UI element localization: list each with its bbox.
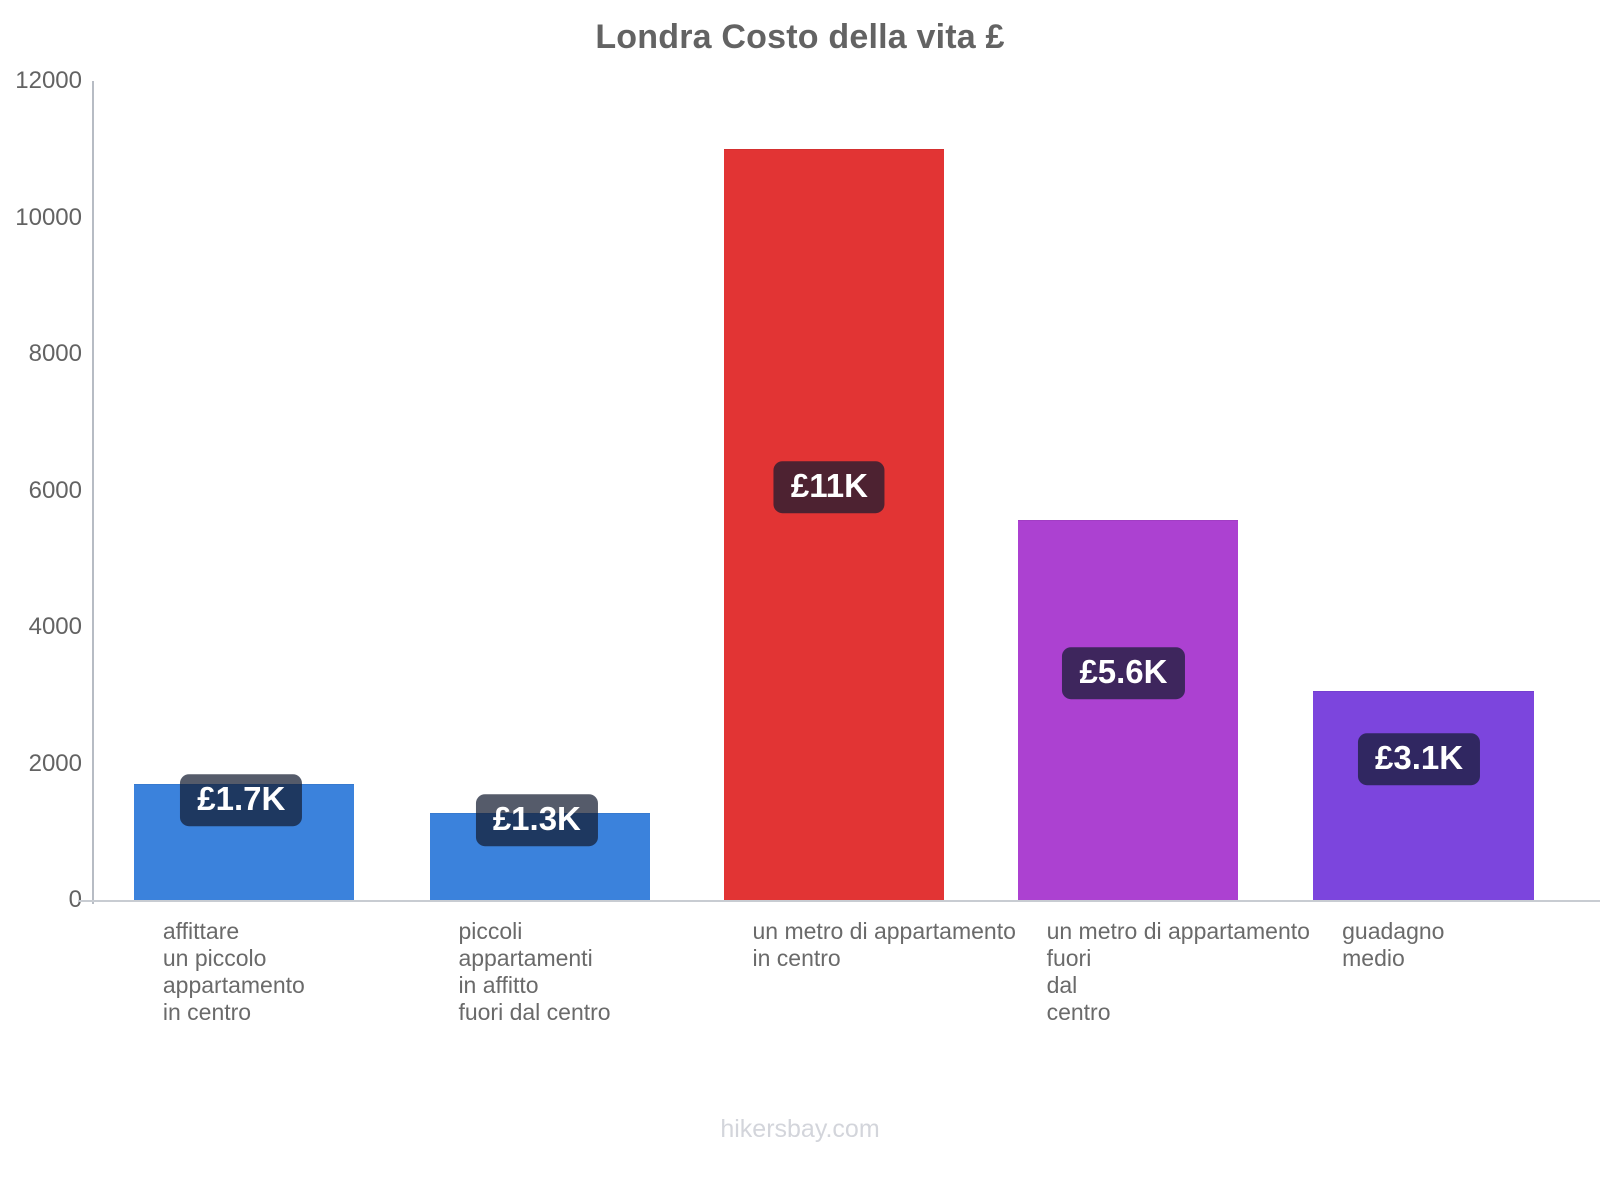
- bar[interactable]: [1017, 519, 1239, 900]
- y-axis-line: [92, 81, 94, 904]
- x-axis-category-label: un metro di appartamento in centro: [752, 918, 1016, 971]
- x-axis-category-label: piccoli appartamenti in affitto fuori da…: [458, 918, 611, 1025]
- y-axis-tick-label: 12000: [15, 67, 82, 94]
- y-axis-tick-label: 0: [68, 886, 82, 913]
- bar[interactable]: [1313, 691, 1534, 900]
- bar-value-label: £3.1K: [1358, 733, 1481, 785]
- x-axis-category-labels: affittare un piccolo appartamento in cen…: [92, 918, 1600, 1108]
- y-axis-tick-label: 2000: [28, 749, 82, 777]
- bar-value-label: £5.6K: [1062, 647, 1185, 699]
- x-axis-category-label: un metro di appartamento fuori dal centr…: [1046, 918, 1310, 1025]
- bar-value-label: £11K: [773, 461, 885, 513]
- y-axis-tick-label: 8000: [28, 340, 82, 367]
- x-axis-category-label: guadagno medio: [1342, 918, 1445, 971]
- bar-value-label: £1.3K: [475, 794, 598, 846]
- bar-value-label: £1.7K: [180, 774, 303, 826]
- x-axis-baseline: [78, 900, 1600, 902]
- plot-area: £1.7K £1.3K £11K £5.6K £3.1K: [92, 81, 1600, 900]
- x-axis-category-label: affittare un piccolo appartamento in cen…: [162, 918, 305, 1025]
- y-axis-ticks: 12000 10000 8000 6000 4000 2000 0: [0, 0, 82, 1200]
- watermark: hikersbay.com: [720, 1115, 880, 1143]
- chart-title: Londra Costo della vita £: [595, 18, 1005, 56]
- y-axis-tick-label: 10000: [15, 203, 82, 231]
- y-axis-tick-label: 6000: [28, 476, 82, 504]
- y-axis-tick-label: 4000: [28, 613, 82, 640]
- bar[interactable]: [723, 149, 944, 900]
